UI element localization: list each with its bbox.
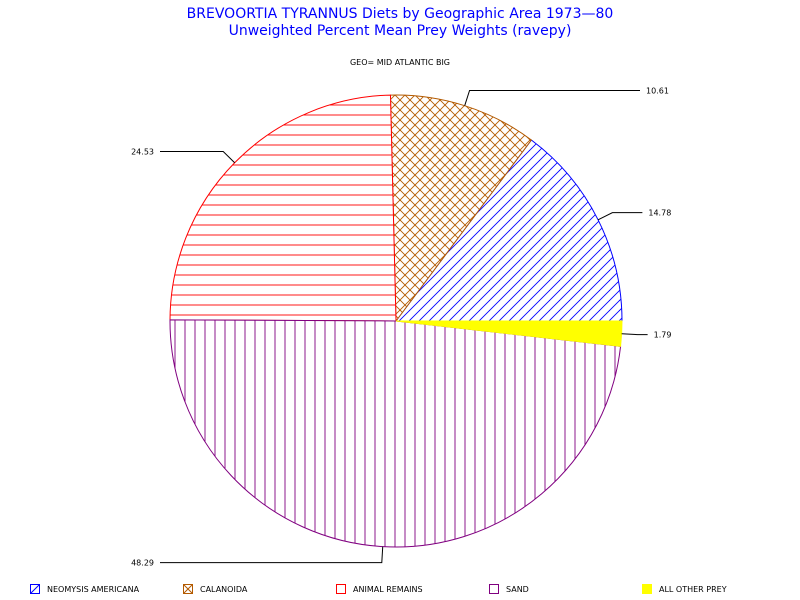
legend-swatch	[183, 584, 193, 594]
legend-label: NEOMYSIS AMERICANA	[47, 585, 140, 594]
data-label: 24.53	[131, 148, 154, 157]
legend-swatch	[30, 584, 40, 594]
data-label: 1.79	[654, 331, 672, 340]
chart-title: BREVOORTIA TYRANNUS Diets by Geographic …	[186, 6, 614, 22]
legend-swatch	[642, 584, 652, 594]
group-label: GEO= MID ATLANTIC BIG	[349, 58, 451, 67]
pie-slice-all-other-prey	[395, 320, 623, 347]
leader-line	[160, 151, 235, 164]
legend-label: SAND	[506, 585, 529, 594]
leader-line	[597, 212, 643, 221]
pie-slice-sand	[169, 319, 622, 548]
leader-line	[464, 89, 640, 106]
pie-slice-calanoida	[389, 94, 533, 323]
legend-swatch	[489, 584, 499, 594]
pie-slice-animal-remains	[169, 94, 397, 322]
data-label: 14.78	[648, 209, 671, 218]
legend-label: ALL OTHER PREY	[659, 585, 727, 594]
legend-label: CALANOIDA	[200, 585, 248, 594]
leader-line	[621, 333, 648, 336]
legend-swatch	[336, 584, 346, 594]
leader-line	[160, 546, 384, 564]
legend-label: ANIMAL REMAINS	[353, 585, 423, 594]
pie-slice-neomysis-americana	[395, 139, 623, 322]
data-label: 48.29	[131, 559, 154, 568]
data-label: 10.61	[646, 86, 669, 95]
chart-subtitle: Unweighted Percent Mean Prey Weights (ra…	[228, 23, 572, 39]
